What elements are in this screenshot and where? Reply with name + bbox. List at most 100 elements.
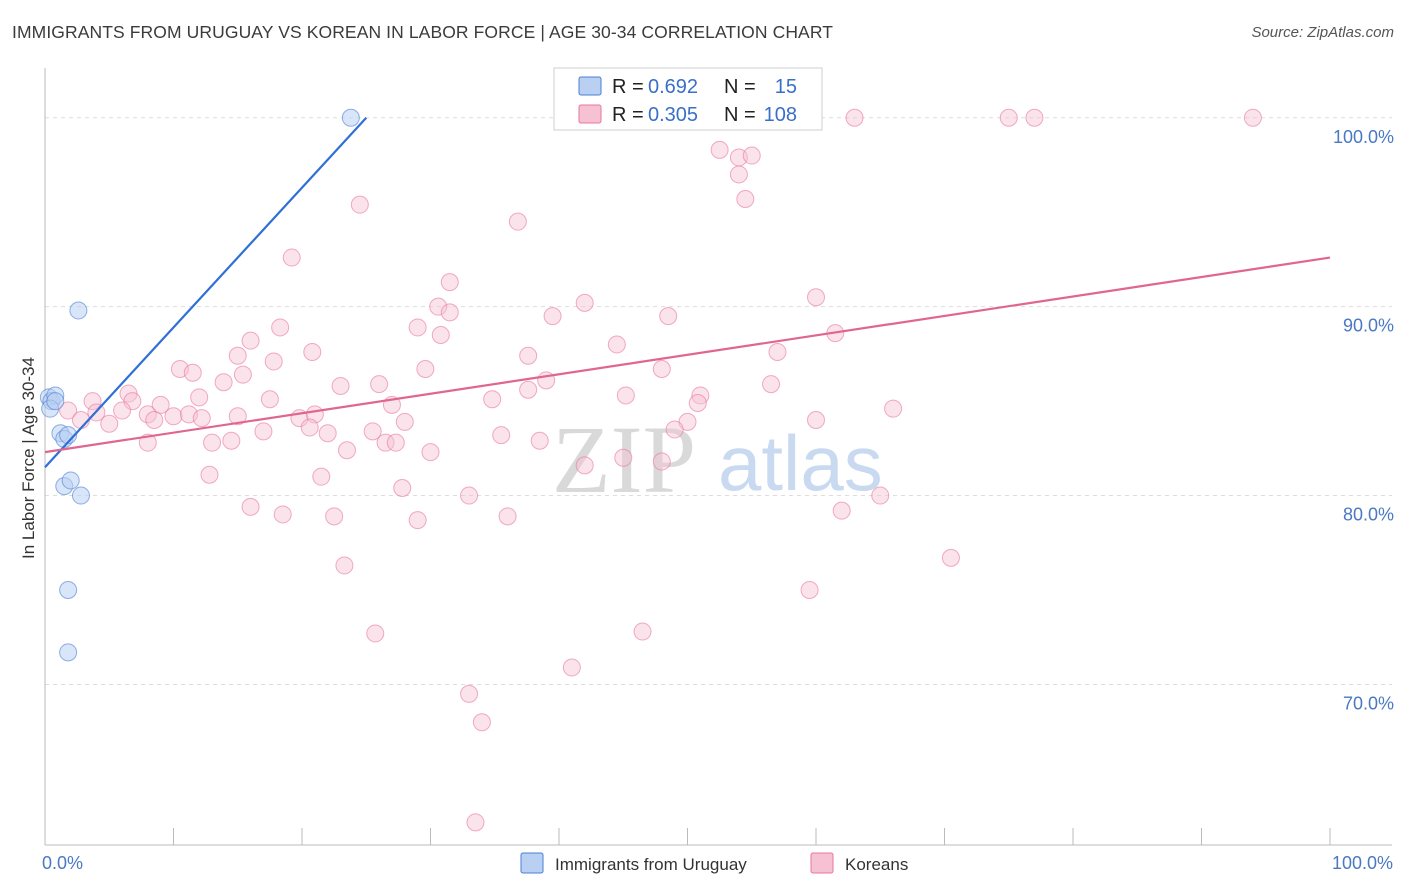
stats-r-label: R = bbox=[612, 104, 644, 126]
koreans-point bbox=[214, 373, 233, 392]
koreans-point bbox=[363, 422, 382, 441]
koreans-point bbox=[123, 392, 142, 411]
koreans-point bbox=[59, 401, 78, 420]
koreans-point bbox=[241, 497, 260, 516]
koreans-point bbox=[100, 414, 119, 433]
koreans-point bbox=[408, 318, 427, 337]
koreans-point bbox=[530, 431, 549, 450]
koreans-point bbox=[395, 412, 414, 431]
koreans-point bbox=[370, 375, 389, 394]
y-axis-title-group: In Labor Force | Age 30-34 bbox=[19, 357, 38, 559]
y-tick-label: 80.0% bbox=[1343, 505, 1394, 525]
koreans-point bbox=[318, 424, 337, 443]
koreans-point bbox=[241, 331, 260, 350]
koreans-point bbox=[393, 479, 412, 497]
koreans-point bbox=[607, 335, 626, 354]
koreans-point bbox=[665, 420, 684, 439]
koreans-point bbox=[807, 411, 825, 429]
y-tick-label: 70.0% bbox=[1343, 693, 1394, 713]
bottom-legend: Immigrants from Uruguay Koreans bbox=[520, 852, 908, 874]
koreans-point bbox=[300, 418, 319, 437]
koreans-point bbox=[710, 140, 729, 159]
stats-r-value: 0.692 bbox=[648, 76, 698, 98]
koreans-point bbox=[832, 501, 851, 520]
legend-swatch bbox=[520, 852, 544, 874]
koreans-point bbox=[273, 505, 292, 524]
koreans-point bbox=[616, 386, 635, 405]
koreans-point bbox=[562, 658, 581, 677]
koreans-point bbox=[183, 363, 202, 382]
stats-legend: R = 0.692 N = 15 R = 0.305 N = 108 bbox=[553, 67, 823, 131]
koreans-point bbox=[1025, 108, 1044, 127]
watermark: ZIP atlas bbox=[552, 406, 883, 513]
koreans-point bbox=[845, 108, 864, 127]
chart-title: IMMIGRANTS FROM URUGUAY VS KOREAN IN LAB… bbox=[12, 22, 834, 42]
koreans-point bbox=[200, 465, 219, 484]
koreans-point bbox=[416, 360, 435, 378]
koreans-point bbox=[376, 433, 395, 452]
koreans-point bbox=[271, 318, 290, 337]
koreans-point bbox=[729, 165, 748, 184]
koreans-point bbox=[460, 684, 479, 703]
koreans-point bbox=[492, 426, 511, 445]
koreans-point bbox=[325, 507, 344, 526]
stats-r-value: 0.305 bbox=[648, 104, 698, 126]
koreans-point bbox=[164, 407, 183, 426]
koreans-trend-line bbox=[44, 256, 1331, 454]
koreans-point bbox=[498, 507, 517, 526]
koreans-point bbox=[575, 293, 594, 312]
koreans-point bbox=[145, 411, 164, 429]
uruguay-point bbox=[46, 392, 65, 411]
koreans-point bbox=[233, 365, 252, 384]
stats-n-value: 108 bbox=[764, 104, 797, 126]
koreans-point bbox=[386, 433, 405, 452]
y-tick-label: 100.0% bbox=[1333, 127, 1394, 147]
stats-n-value: 15 bbox=[775, 76, 797, 98]
axes bbox=[44, 68, 1392, 846]
koreans-point bbox=[652, 452, 671, 471]
koreans-point bbox=[337, 441, 356, 460]
uruguay-trend-line bbox=[44, 117, 368, 468]
x-tick-label: 0.0% bbox=[42, 853, 83, 873]
legend-label: Immigrants from Uruguay bbox=[555, 855, 747, 874]
legend-swatch bbox=[810, 852, 834, 874]
koreans-point bbox=[742, 146, 761, 165]
uruguay-point bbox=[341, 108, 360, 127]
koreans-point bbox=[408, 511, 427, 530]
x-tick-label: 100.0% bbox=[1332, 853, 1393, 873]
koreans-point bbox=[282, 248, 301, 267]
koreans-point bbox=[254, 422, 273, 441]
koreans-point bbox=[941, 548, 960, 567]
koreans-point bbox=[483, 390, 502, 409]
koreans-point bbox=[331, 377, 350, 395]
koreans-point bbox=[871, 486, 890, 505]
koreans-point bbox=[440, 273, 459, 292]
koreans-point bbox=[807, 288, 825, 307]
koreans-point bbox=[421, 443, 440, 462]
koreans-point bbox=[138, 433, 157, 452]
koreans-point bbox=[192, 409, 211, 428]
koreans-point bbox=[519, 380, 538, 399]
stats-r-label: R = bbox=[612, 76, 644, 98]
koreans-point bbox=[999, 108, 1018, 127]
koreans-point bbox=[543, 307, 562, 326]
stats-swatch bbox=[578, 76, 602, 96]
koreans-point bbox=[508, 212, 527, 231]
koreans-point bbox=[614, 448, 633, 467]
koreans-point bbox=[303, 343, 322, 361]
uruguay-point bbox=[59, 581, 78, 599]
koreans-point bbox=[366, 624, 385, 643]
y-axis-title: In Labor Force | Age 30-34 bbox=[19, 357, 38, 559]
trend-lines bbox=[44, 117, 1331, 468]
watermark-atlas: atlas bbox=[718, 419, 883, 507]
koreans-point bbox=[633, 622, 652, 641]
koreans-point bbox=[228, 407, 247, 426]
koreans-point bbox=[768, 343, 787, 361]
koreans-point bbox=[575, 456, 594, 475]
chart-source: Source: ZipAtlas.com bbox=[1251, 24, 1394, 41]
koreans-point bbox=[736, 190, 755, 208]
y-tick-label: 90.0% bbox=[1343, 316, 1394, 336]
koreans-point bbox=[472, 713, 491, 732]
uruguay-point bbox=[61, 471, 80, 490]
